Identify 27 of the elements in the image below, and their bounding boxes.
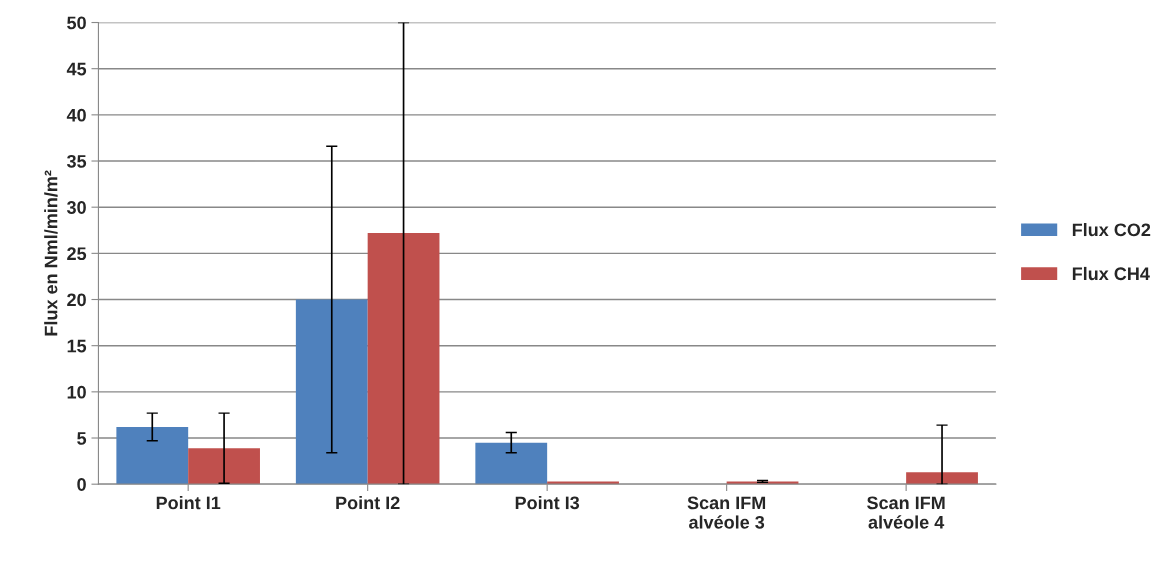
y-axis-title: Flux en Nml/min/m²	[44, 170, 58, 336]
y-tick-label: 20	[67, 293, 86, 307]
x-tick-label: Point I2	[336, 495, 400, 510]
bar	[906, 472, 978, 485]
y-tick-label: 30	[66, 201, 86, 214]
y-tick-label: 25	[67, 247, 87, 261]
x-tick-label: Scan IFM alvéole 4	[867, 496, 945, 529]
y-tick-label: 50	[67, 16, 86, 30]
y-tick-label: 40	[66, 108, 86, 122]
y-tick-label: 45	[66, 62, 87, 76]
y-tick-label: 10	[67, 385, 86, 399]
bar	[547, 481, 619, 485]
y-tick-label: 5	[77, 432, 87, 445]
x-tick-label: Point I1	[156, 495, 221, 510]
bar	[475, 442, 548, 485]
legend-label: Flux CO2	[1072, 222, 1151, 237]
y-tick-label: 35	[66, 154, 87, 168]
legend-label: Flux CH4	[1072, 266, 1150, 281]
x-tick-label: Scan IFM alvéole 3	[687, 496, 766, 529]
y-tick-label: 0	[77, 478, 86, 491]
bar	[116, 426, 189, 485]
bar	[295, 299, 368, 485]
bar	[726, 481, 799, 485]
bar	[367, 233, 440, 485]
bar	[188, 448, 260, 485]
x-tick-label: Point I3	[515, 495, 580, 510]
y-tick-label: 15	[67, 339, 87, 353]
